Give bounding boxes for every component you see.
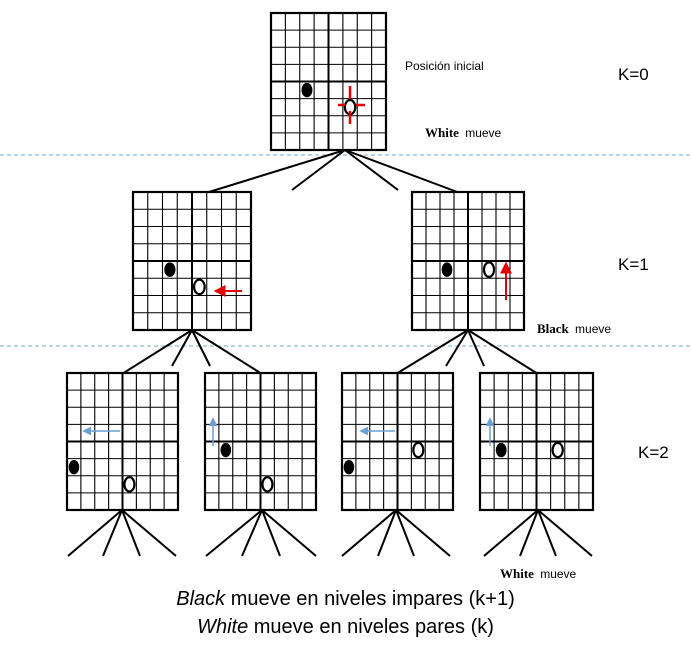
black-moves-player: Black bbox=[537, 321, 570, 336]
target-crosshair-icon bbox=[338, 86, 365, 124]
level-label-k1: K=1 bbox=[618, 255, 649, 274]
red-arrows bbox=[213, 261, 512, 300]
white-moves-bottom-verb: mueve bbox=[540, 567, 576, 581]
white-moves-bottom-player: White bbox=[500, 566, 534, 581]
caption-line-1-text: mueve en niveles impares (k+1) bbox=[225, 588, 515, 610]
white-moves-player: White bbox=[425, 125, 459, 140]
black-piece bbox=[68, 459, 80, 475]
caption-line-1-player: Black bbox=[176, 588, 226, 610]
white-piece bbox=[192, 278, 206, 296]
black-piece bbox=[301, 82, 313, 98]
black-piece bbox=[220, 442, 232, 458]
white-piece bbox=[261, 476, 274, 493]
tree-edges-level2 bbox=[67, 509, 593, 557]
initial-position-label: Posición inicial bbox=[405, 59, 484, 73]
white-piece bbox=[123, 476, 136, 493]
board-k2-4 bbox=[478, 371, 595, 512]
white-piece bbox=[551, 441, 564, 459]
board-k2-3 bbox=[340, 371, 455, 512]
white-moves-verb: mueve bbox=[465, 126, 501, 140]
caption-line-2-player: White bbox=[197, 616, 249, 638]
board-k2-2 bbox=[203, 371, 318, 512]
white-moves-bottom-label: White mueve bbox=[500, 566, 577, 581]
board-k1-left bbox=[131, 190, 253, 332]
white-moves-label: White mueve bbox=[425, 125, 502, 140]
black-piece bbox=[441, 262, 453, 277]
level-label-k2: K=2 bbox=[638, 443, 669, 462]
black-piece bbox=[343, 459, 355, 475]
level-label-k0: K=0 bbox=[618, 65, 649, 84]
caption-line-2: White mueve en niveles pares (k) bbox=[0, 616, 691, 639]
black-moves-verb: mueve bbox=[575, 322, 611, 336]
black-piece bbox=[164, 262, 176, 277]
board-k2-1 bbox=[65, 371, 180, 512]
black-moves-label: Black mueve bbox=[537, 321, 611, 336]
board-initial bbox=[269, 11, 388, 152]
tree-edges-level1 bbox=[121, 329, 539, 375]
tree-edges-root bbox=[195, 149, 469, 197]
board-k1-right bbox=[410, 190, 526, 332]
white-piece bbox=[412, 441, 425, 459]
blue-arrows bbox=[82, 417, 495, 446]
caption-line-1: Black mueve en niveles impares (k+1) bbox=[0, 588, 691, 611]
white-piece bbox=[482, 261, 496, 278]
caption-line-2-text: mueve en niveles pares (k) bbox=[248, 616, 494, 638]
black-piece bbox=[495, 442, 507, 458]
